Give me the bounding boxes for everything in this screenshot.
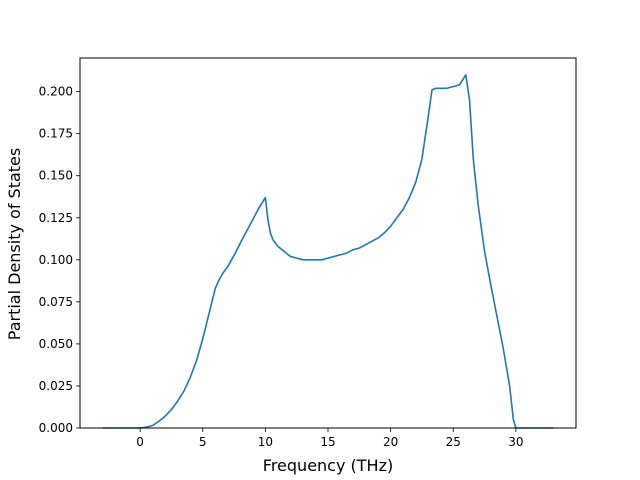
x-tick-label: 10 <box>258 435 273 449</box>
series-line-0 <box>102 74 554 429</box>
y-tick-label: 0.150 <box>39 169 73 183</box>
y-tick-label: 0.175 <box>39 127 73 141</box>
y-tick-label: 0.050 <box>39 337 73 351</box>
x-tick-label: 25 <box>446 435 461 449</box>
y-tick-label: 0.125 <box>39 211 73 225</box>
x-tick-label: 5 <box>199 435 207 449</box>
x-tick-label: 20 <box>383 435 398 449</box>
x-axis-ticks: 0 5 10 15 20 25 30 <box>136 428 524 449</box>
y-tick-label: 0.000 <box>39 421 73 435</box>
x-tick-label: 30 <box>508 435 523 449</box>
y-axis-title: Partial Density of States <box>5 148 24 340</box>
plot-area <box>102 74 554 429</box>
plot-frame <box>79 57 577 429</box>
y-tick-label: 0.100 <box>39 253 73 267</box>
y-tick-label: 0.025 <box>39 379 73 393</box>
y-tick-label: 0.200 <box>39 85 73 99</box>
x-tick-label: 0 <box>136 435 144 449</box>
x-tick-label: 15 <box>320 435 335 449</box>
y-tick-label: 0.075 <box>39 295 73 309</box>
y-axis-ticks: 0.000 0.025 0.050 0.075 0.100 0.125 0.150 0.175… <box>39 85 80 435</box>
x-axis-title: Frequency (THz) <box>263 456 393 475</box>
